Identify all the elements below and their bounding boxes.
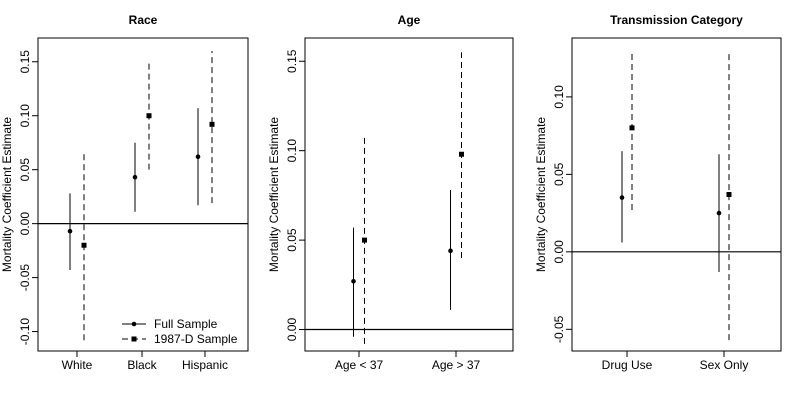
point-estimate-full bbox=[351, 278, 356, 284]
legend-label: Full Sample bbox=[154, 317, 218, 331]
panel-title: Race bbox=[129, 13, 158, 27]
y-tick-label: 0.10 bbox=[18, 104, 32, 128]
y-tick-label: -0.05 bbox=[552, 315, 566, 343]
point-estimate-1987d bbox=[146, 113, 152, 119]
point-estimate-1987d bbox=[629, 125, 635, 131]
point-estimate-1987d bbox=[209, 121, 215, 127]
x-tick-label: Drug Use bbox=[602, 358, 653, 372]
panel-frame bbox=[571, 37, 782, 352]
point-estimate-1987d bbox=[459, 151, 464, 157]
legend-marker-dot bbox=[131, 321, 137, 327]
point-estimate-full bbox=[195, 154, 201, 160]
point-estimate-full bbox=[67, 228, 73, 234]
y-tick-label: 0.10 bbox=[552, 85, 566, 109]
x-tick-label: White bbox=[62, 358, 93, 372]
y-tick-label: -0.05 bbox=[18, 264, 32, 292]
panel-1: Race Mortality Coefficient Estimate -0.10 -… bbox=[0, 13, 249, 372]
y-tick-label: 0.15 bbox=[285, 49, 299, 73]
point-estimate-full bbox=[619, 195, 625, 200]
legend-marker-square bbox=[131, 336, 137, 342]
y-tick-label: 0.05 bbox=[552, 162, 566, 186]
x-tick-label: Hispanic bbox=[182, 358, 228, 372]
panel-3: Transmission Category Mortality Coefficie… bbox=[534, 13, 782, 372]
y-tick-label: -0.10 bbox=[18, 318, 32, 346]
point-estimate-full bbox=[716, 210, 722, 216]
y-axis-label: Mortality Coefficient Estimate bbox=[267, 117, 281, 272]
x-tick-label: Age > 37 bbox=[432, 358, 481, 372]
panel-frame bbox=[37, 37, 249, 352]
panel-title: Age bbox=[398, 13, 421, 27]
x-tick-label: Black bbox=[127, 358, 157, 372]
panel-title: Transmission Category bbox=[610, 13, 743, 27]
y-tick-label: 0.00 bbox=[18, 212, 32, 236]
x-tick-label: Sex Only bbox=[700, 358, 749, 372]
point-estimate-1987d bbox=[81, 242, 87, 248]
panel-frame bbox=[304, 37, 514, 352]
y-tick-label: 0.05 bbox=[18, 158, 32, 182]
x-tick-label: Age < 37 bbox=[335, 358, 384, 372]
point-estimate-1987d bbox=[362, 237, 367, 243]
y-axis-label: Mortality Coefficient Estimate bbox=[534, 117, 548, 272]
y-tick-label: 0.00 bbox=[285, 318, 299, 342]
point-estimate-full bbox=[448, 248, 453, 254]
legend-label: 1987-D Sample bbox=[154, 332, 238, 346]
y-axis-label: Mortality Coefficient Estimate bbox=[0, 117, 14, 272]
point-estimate-full bbox=[132, 174, 138, 180]
y-tick-label: 0.00 bbox=[552, 240, 566, 264]
y-tick-label: 0.10 bbox=[285, 139, 299, 163]
point-estimate-1987d bbox=[726, 192, 732, 197]
y-tick-label: 0.15 bbox=[18, 50, 32, 74]
panel-2: Age Mortality Coefficient Estimate 0.00 0.0… bbox=[267, 13, 514, 372]
y-tick-label: 0.05 bbox=[285, 228, 299, 252]
